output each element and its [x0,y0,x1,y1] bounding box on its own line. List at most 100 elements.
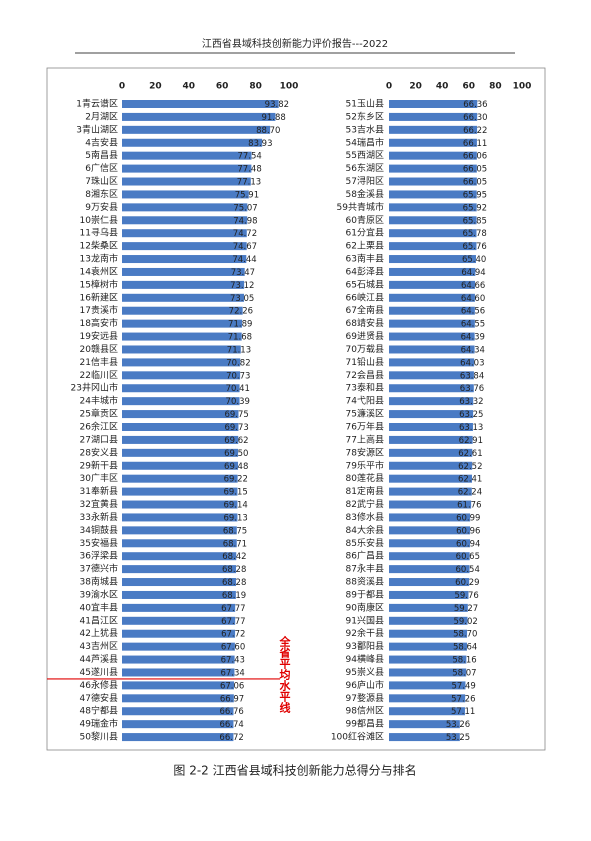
value-label: 70.73 [226,371,250,381]
category-label: 74弋阳县 [346,395,384,407]
category-label: 26余江区 [80,421,118,433]
x-tick-label: 60 [463,82,476,92]
x-tick-label: 100 [280,82,299,92]
value-label: 71.89 [228,320,252,330]
bar [389,138,477,147]
bar [389,280,475,289]
bar [389,707,465,716]
bar [122,345,241,354]
value-label: 75.07 [233,203,257,213]
value-label: 68.42 [222,552,246,562]
category-label: 43吉州区 [80,641,118,652]
category-label: 89于都县 [346,589,384,600]
category-label: 15樟树市 [80,278,118,290]
value-label: 64.94 [461,268,485,278]
value-label: 74.44 [232,255,256,265]
category-label: 33永新县 [80,511,118,523]
category-label: 71铅山县 [346,356,384,368]
category-label: 85乐安县 [346,537,384,549]
category-label: 70万载县 [346,343,384,355]
category-label: 24丰城市 [80,395,118,407]
bar [122,216,248,225]
category-label: 11寻乌县 [80,227,118,239]
category-label: 55西湖区 [346,150,384,161]
category-label: 61分宜县 [346,227,384,239]
value-label: 58.07 [452,668,476,678]
x-tick-label: 0 [119,82,125,92]
category-label: 18高安市 [80,317,118,329]
category-label: 86广昌县 [346,550,384,562]
value-label: 66.36 [463,100,487,110]
category-label: 75濂溪区 [346,408,384,420]
category-label: 8湘东区 [85,188,118,200]
value-label: 74.67 [233,242,257,252]
value-label: 60.65 [456,552,480,562]
value-label: 67.60 [221,643,245,653]
category-label: 84大余县 [346,524,384,536]
category-label: 44芦溪县 [80,653,118,665]
bar [389,397,474,406]
value-label: 64.39 [461,333,485,343]
bar [122,578,237,587]
category-label: 41昌江区 [80,615,118,626]
bar [389,345,475,354]
bar [122,733,234,742]
x-tick-label: 0 [386,82,392,92]
bar [122,500,238,509]
value-label: 77.13 [237,178,261,188]
category-label: 77上高县 [346,433,384,445]
bar [389,410,474,419]
bar [389,668,467,677]
category-label: 10崇仁县 [80,214,118,226]
value-label: 60.94 [456,539,480,549]
value-label: 65.78 [462,229,486,239]
category-label: 39渝水区 [80,588,118,600]
bar [122,694,234,703]
category-label: 58金溪县 [346,188,384,200]
bar [122,267,245,276]
bar [389,267,476,276]
bar [389,720,460,729]
value-label: 66.05 [463,178,487,188]
value-label: 64.60 [461,294,485,304]
bar [122,642,235,651]
value-label: 65.92 [463,203,487,213]
category-label: 50黎川县 [80,731,118,743]
value-label: 66.30 [463,113,487,123]
category-label: 57浔阳区 [346,176,384,187]
bar [389,487,472,496]
category-label: 47德安县 [80,692,118,704]
bar [122,487,238,496]
category-label: 35安福县 [80,537,118,549]
bar [122,423,239,431]
category-label: 67全南县 [346,304,384,316]
bar [389,229,477,238]
category-label: 14袁州区 [80,265,118,277]
bar [389,306,475,315]
category-label: 72会昌县 [346,369,384,381]
category-label: 17贵溪市 [80,304,118,316]
value-label: 60.99 [456,513,480,523]
value-label: 57.49 [451,681,475,691]
value-label: 60.54 [456,565,480,575]
bar [389,694,466,703]
value-label: 69.50 [224,449,248,459]
value-label: 66.76 [219,707,243,717]
category-label: 36浮梁县 [80,550,118,562]
bar [389,125,478,134]
bar [122,177,251,186]
bar [389,216,477,225]
category-label: 64彭泽县 [346,265,384,277]
value-label: 63.13 [459,423,483,433]
category-label: 38南城县 [80,576,118,588]
bar [389,384,474,393]
value-label: 77.54 [237,152,261,162]
value-label: 62.91 [459,436,483,446]
category-label: 78安源区 [346,446,384,458]
category-label: 81定南县 [346,485,384,497]
bar [122,603,236,612]
value-label: 93.82 [265,100,289,110]
value-label: 66.97 [220,694,244,704]
category-label: 7珠山区 [85,175,118,187]
category-label: 12柴桑区 [80,240,118,252]
